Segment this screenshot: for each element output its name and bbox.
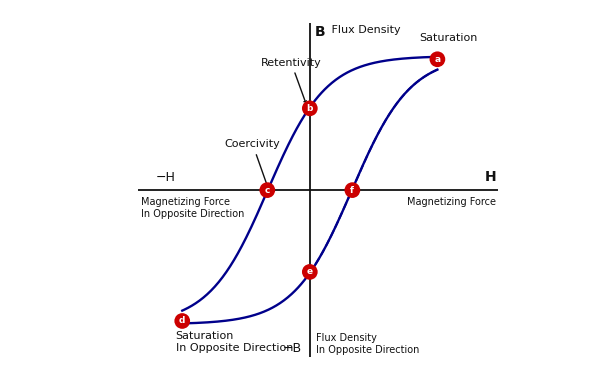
Text: Flux Density: Flux Density <box>328 25 400 35</box>
Circle shape <box>175 313 190 329</box>
Text: −H: −H <box>156 171 176 184</box>
Text: b: b <box>307 104 313 113</box>
Text: Flux Density
In Opposite Direction: Flux Density In Opposite Direction <box>316 333 420 355</box>
Text: B: B <box>315 25 325 39</box>
Circle shape <box>302 264 317 280</box>
Circle shape <box>430 52 445 67</box>
Circle shape <box>259 182 275 198</box>
Circle shape <box>302 100 317 116</box>
Text: Saturation: Saturation <box>419 33 478 43</box>
Text: e: e <box>307 267 313 276</box>
Text: Magnetizing Force
In Opposite Direction: Magnetizing Force In Opposite Direction <box>142 197 245 219</box>
Text: c: c <box>265 185 270 195</box>
Text: Coercivity: Coercivity <box>225 139 281 192</box>
Text: H: H <box>485 170 496 184</box>
Text: Saturation
In Opposite Direction: Saturation In Opposite Direction <box>176 331 293 353</box>
Text: a: a <box>434 55 440 64</box>
Text: Retentivity: Retentivity <box>261 57 322 102</box>
Circle shape <box>344 182 360 198</box>
Text: −B: −B <box>283 342 302 355</box>
Text: d: d <box>179 317 185 326</box>
Text: f: f <box>350 185 355 195</box>
Text: Magnetizing Force: Magnetizing Force <box>407 197 496 207</box>
